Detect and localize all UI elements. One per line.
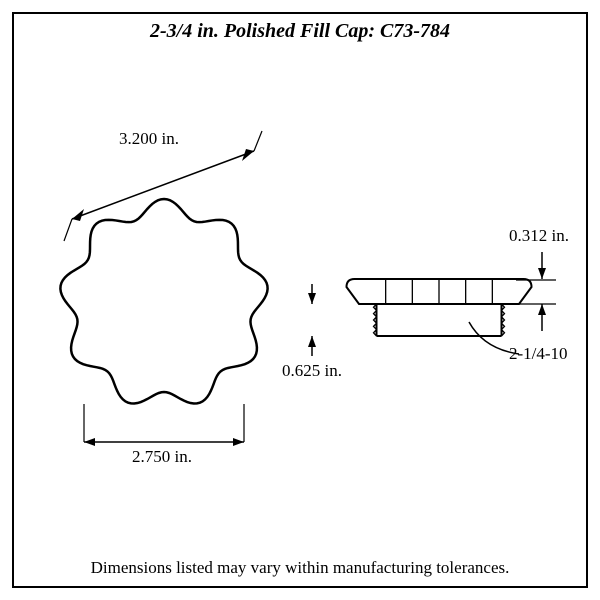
dim-cap-height: 0.312 in. (509, 226, 569, 246)
dim-inner-dia: 2.750 in. (132, 447, 192, 467)
thread-spec: 2-1/4-10 (509, 344, 568, 364)
dim-outer-dia: 3.200 in. (119, 129, 179, 149)
drawing-title: 2-3/4 in. Polished Fill Cap: C73-784 (14, 20, 586, 43)
tolerance-note: Dimensions listed may vary within manufa… (14, 558, 586, 578)
drawing-frame: 2-3/4 in. Polished Fill Cap: C73-784 3.2… (12, 12, 588, 588)
dim-thread-height: 0.625 in. (282, 361, 342, 381)
